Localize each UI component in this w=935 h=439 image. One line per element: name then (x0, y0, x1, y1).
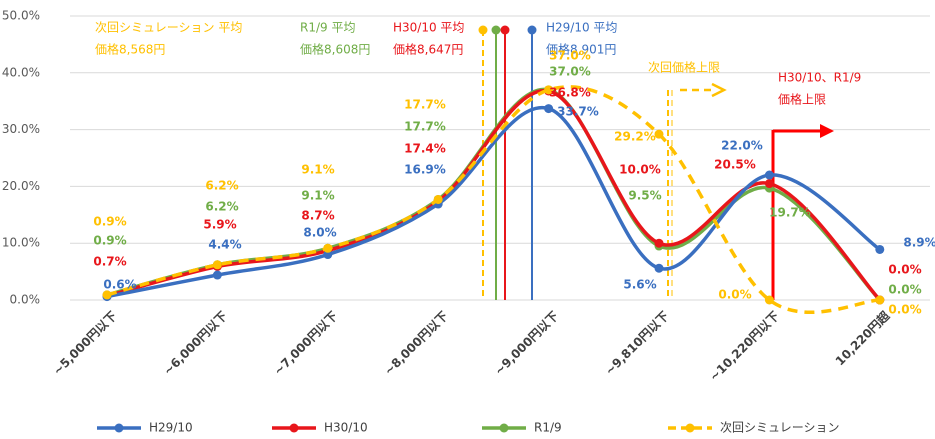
y-tick-label: 50.0% (2, 9, 40, 23)
y-tick-label: 40.0% (2, 65, 40, 79)
average-marker (500, 25, 510, 35)
data-label: 8.9% (903, 236, 935, 250)
point (764, 295, 774, 305)
data-label: 9.1% (301, 189, 334, 203)
data-label: 4.4% (208, 238, 241, 252)
y-tick-label: 30.0% (2, 122, 40, 136)
annotation: 価格8,647円 (393, 42, 463, 57)
data-label: 8.7% (301, 209, 334, 223)
arrow-head (820, 124, 834, 138)
data-label: 0.0% (888, 263, 921, 277)
data-label: 33.7% (557, 105, 599, 119)
legend-marker (499, 423, 509, 433)
point (764, 170, 774, 180)
data-label: 9.5% (628, 189, 661, 203)
data-label: 6.2% (205, 200, 238, 214)
average-marker (478, 25, 488, 35)
series-line (106, 85, 880, 315)
x-tick-label: ~9,810円以下 (602, 309, 671, 378)
annotation: H30/10、R1/9 (778, 71, 861, 85)
point (654, 263, 664, 273)
series-line (106, 87, 882, 302)
point (323, 243, 333, 253)
legend-marker (114, 423, 124, 433)
point (323, 250, 333, 260)
x-tick-label: ~5,000円以下 (50, 309, 119, 378)
average-marker (491, 25, 501, 35)
legend-label: H29/10 (149, 421, 193, 435)
y-tick-label: 20.0% (2, 179, 40, 193)
point (875, 295, 885, 305)
data-label: 37.0% (549, 65, 591, 79)
data-label: 5.6% (623, 278, 656, 292)
annotation: 価格8,608円 (300, 42, 370, 57)
data-label: 36.8% (549, 86, 591, 100)
data-label: 17.4% (404, 142, 446, 156)
data-label: 0.0% (888, 303, 921, 317)
y-tick-label: 0.0% (10, 293, 41, 307)
data-label: 20.5% (714, 158, 756, 172)
data-label: 0.0% (888, 283, 921, 297)
annotation: H30/10 平均 (393, 21, 464, 35)
data-label: 0.0% (718, 288, 751, 302)
point (433, 194, 443, 204)
data-label: 0.9% (93, 234, 126, 248)
series-line (106, 89, 882, 302)
annotation: 次回価格上限 (648, 60, 720, 75)
point (544, 104, 554, 114)
data-label: 0.7% (93, 255, 126, 269)
x-tick-label: ~8,000円以下 (381, 309, 450, 378)
annotation: R1/9 平均 (300, 21, 355, 35)
legend-label: 次回シミュレーション (720, 421, 840, 435)
legend-label: R1/9 (534, 421, 562, 435)
point (212, 260, 222, 270)
legend-marker (685, 423, 695, 433)
data-label: 37.0% (549, 49, 591, 63)
data-label: 6.2% (205, 179, 238, 193)
data-label: 17.7% (404, 98, 446, 112)
point (544, 85, 554, 95)
annotation: 価格8,568円 (95, 42, 165, 57)
point (875, 244, 885, 254)
annotation: 価格8,901円 (546, 42, 616, 57)
series-line (106, 105, 881, 299)
data-label: 0.9% (93, 215, 126, 229)
point (654, 238, 664, 248)
data-label: 9.1% (301, 163, 334, 177)
annotation: H29/10 平均 (546, 21, 617, 35)
data-label: 0.6% (103, 278, 136, 292)
average-marker (527, 25, 537, 35)
legend-label: H30/10 (324, 421, 368, 435)
data-label: 5.9% (203, 218, 236, 232)
point (654, 129, 664, 139)
arrow-head (711, 82, 727, 98)
data-label: 8.0% (303, 226, 336, 240)
x-tick-label: ~7,000円以下 (271, 309, 340, 378)
annotation: 価格上限 (778, 92, 826, 107)
annotation: 次回シミュレーション 平均 (95, 21, 242, 35)
data-label: 16.9% (404, 163, 446, 177)
point (102, 290, 112, 300)
data-label: 17.7% (404, 120, 446, 134)
data-label: 29.2% (614, 130, 656, 144)
legend-marker (289, 423, 299, 433)
point (212, 270, 222, 280)
x-tick-label: ~6,000円以下 (161, 309, 230, 378)
x-tick-label: ~10,220円以下 (707, 309, 782, 384)
x-tick-label: 10,220円超 (832, 307, 893, 368)
point (764, 179, 774, 189)
data-label: 19.7% (769, 206, 811, 220)
x-tick-label: ~9,000円以下 (492, 309, 561, 378)
y-tick-label: 10.0% (2, 236, 40, 250)
data-label: 22.0% (721, 139, 763, 153)
data-label: 10.0% (619, 163, 661, 177)
